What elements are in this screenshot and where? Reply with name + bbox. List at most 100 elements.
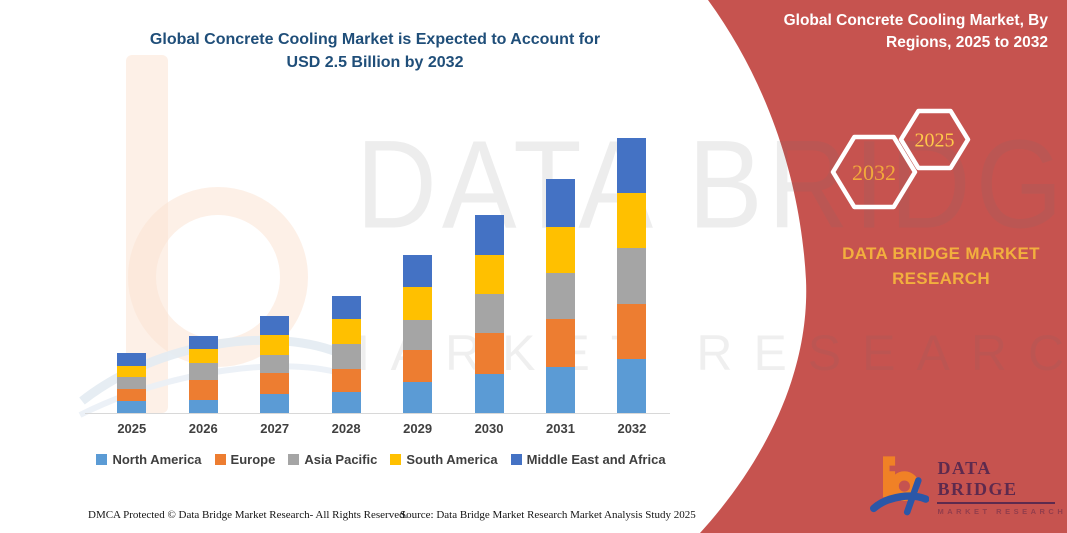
panel-brand-text: DATA BRIDGE MARKET RESEARCH: [810, 241, 1067, 291]
chart-title-line1: Global Concrete Cooling Market is Expect…: [149, 31, 601, 48]
hexagon-back-year: 2032: [852, 160, 896, 185]
bar-segment: [403, 255, 433, 287]
x-axis-label: 2025: [117, 421, 147, 436]
x-axis-label: 2030: [474, 421, 504, 436]
bar-segment: [403, 382, 433, 413]
red-panel-shape: [700, 0, 1067, 533]
bar-segment: [403, 320, 433, 350]
bar-segment: [188, 336, 218, 349]
bar-segment: [546, 179, 575, 227]
legend-swatch-icon: [214, 454, 226, 465]
bar-2032: [617, 138, 647, 413]
legend-item: North America: [96, 452, 202, 467]
logo-b-icon: [870, 456, 930, 516]
bar-segment: [260, 316, 290, 335]
chart-legend: North America Europe Asia Pacific South Ame…: [85, 452, 677, 467]
bar-segment: [617, 304, 647, 359]
hexagon-2032-outline: [830, 134, 918, 210]
bar-segment: [617, 138, 647, 193]
bar-segment: [260, 355, 290, 373]
legend-label: Asia Pacific: [304, 452, 378, 467]
logo-text: DATA BRIDGE MARKET RESEARCH: [937, 458, 1067, 516]
bar-segment: [331, 392, 361, 413]
footer-source-text: Source: Data Bridge Market Research Mark…: [400, 509, 696, 521]
logo-name: DATA BRIDGE: [937, 458, 1018, 499]
watermark-text-1: DATA BRIDGE: [356, 114, 1067, 255]
bar-2029: [403, 255, 433, 413]
watermark-swoosh-icon-2: [78, 363, 347, 418]
x-axis-label: 2029: [403, 421, 433, 436]
bar-segment: [474, 294, 504, 333]
legend-swatch-icon: [288, 454, 300, 465]
logo-d-stroke: [903, 477, 922, 516]
bar-2031: [546, 179, 575, 413]
bar-segment: [617, 193, 647, 248]
bar-segment: [188, 349, 218, 363]
hexagon-2025: 2025: [898, 108, 971, 171]
legend-item: Middle East and Africa: [510, 452, 666, 467]
bar-segment: [474, 215, 504, 255]
bar-segment: [617, 359, 647, 413]
bar-segment: [617, 248, 647, 304]
bar-segment: [546, 273, 575, 319]
watermark-logo-b: [78, 55, 347, 418]
bar-segment: [117, 366, 147, 377]
bar-2027: [260, 316, 290, 413]
chart-title-line2: USD 2.5 Billion by 2032: [286, 54, 464, 71]
bar-segment: [331, 319, 361, 344]
bar-segment: [331, 369, 361, 392]
legend-label: South America: [406, 452, 498, 467]
footer-dmca-text: DMCA Protected © Data Bridge Market Rese…: [88, 509, 408, 521]
bar-segment: [403, 287, 433, 320]
year-hexagons: 2032 2025: [830, 108, 971, 210]
company-logo: DATA BRIDGE MARKET RESEARCH: [870, 452, 1067, 522]
legend-item: Asia Pacific: [288, 452, 377, 467]
bar-segment: [546, 367, 575, 413]
bar-segment: [331, 296, 361, 319]
legend-label: Europe: [230, 452, 276, 467]
bar-segment: [331, 344, 361, 369]
panel-brand-line1: DATA BRIDGE MARKET: [842, 244, 1040, 263]
panel-heading: Global Concrete Cooling Market, By Regio…: [783, 12, 1048, 51]
watermark-text-2: MARKET RESEARCH: [328, 325, 1067, 381]
bar-segment: [260, 373, 290, 394]
legend-item: South America: [390, 452, 498, 467]
legend-swatch-icon: [390, 454, 402, 465]
x-axis-label: 2031: [546, 421, 575, 436]
legend-item: Europe: [214, 452, 276, 467]
panel-brand-line2: RESEARCH: [892, 269, 990, 288]
x-axis-line: [85, 413, 670, 414]
legend-label: Middle East and Africa: [526, 452, 666, 467]
logo-underline: [937, 502, 1056, 504]
bar-segment: [474, 333, 504, 374]
logo-swoosh: [870, 492, 930, 513]
bar-segment: [474, 374, 504, 413]
hexagon-front-year: 2025: [915, 130, 955, 152]
watermark-b-bowl: [128, 187, 308, 367]
bar-segment: [117, 377, 147, 389]
bar-2026: [188, 336, 218, 413]
logo-subtitle: MARKET RESEARCH: [937, 507, 1067, 516]
bar-segment: [546, 319, 575, 367]
bar-segment: [117, 353, 147, 366]
bar-segment: [188, 400, 218, 413]
x-axis-label: 2028: [331, 421, 361, 436]
x-axis-label: 2027: [260, 421, 290, 436]
bar-2025: [117, 353, 147, 413]
bar-segment: [117, 389, 147, 401]
legend-swatch-icon: [510, 454, 522, 465]
bar-segment: [474, 255, 504, 294]
bar-segment: [188, 380, 218, 400]
legend-swatch-icon: [96, 454, 108, 465]
bar-segment: [260, 394, 290, 413]
legend-label: North America: [112, 452, 202, 467]
hexagon-2032: 2032: [830, 134, 918, 210]
chart-title: Global Concrete Cooling Market is Expect…: [105, 28, 645, 74]
hexagon-2025-outline: [898, 108, 971, 171]
bar-2028: [331, 296, 361, 413]
bar-segment: [188, 363, 218, 380]
bar-segment: [117, 401, 147, 413]
bar-segment: [546, 227, 575, 273]
